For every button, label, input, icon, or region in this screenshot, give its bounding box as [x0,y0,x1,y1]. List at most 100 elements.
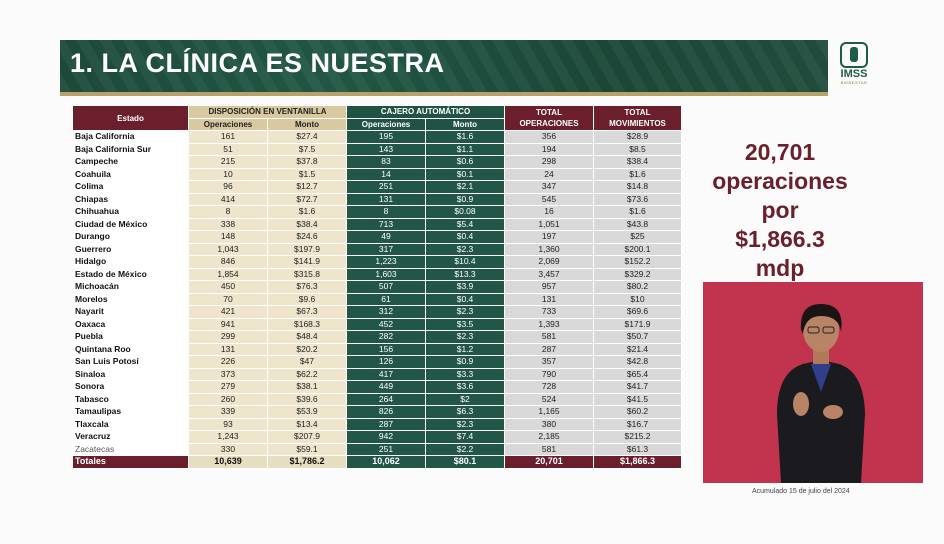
table-row: Estado de México 1,854 $315.8 1,603 $13.3 3,4… [72,267,682,281]
cell-ventanilla-operaciones: 70 [188,292,268,306]
cell-ventanilla-monto: $7.5 [267,142,347,156]
cell-ventanilla-monto: $13.4 [267,417,347,431]
cell-total-operaciones: 24 [504,167,594,181]
cell-ventanilla-monto: $1.6 [267,205,347,219]
cell-estado: Zacatecas [72,442,189,456]
cell-estado: San Luis Potosí [72,355,189,369]
cell-cajero-monto: $5.4 [425,217,505,231]
cell-ventanilla-operaciones: 941 [188,317,268,331]
totals-cajero-operaciones: 10,062 [346,455,426,469]
totals-ventanilla-operaciones: 10,639 [188,455,268,469]
header-total-movimientos: TOTAL MOVIMIENTOS [593,105,682,131]
cell-ventanilla-operaciones: 96 [188,180,268,194]
cell-ventanilla-operaciones: 260 [188,392,268,406]
summary-line-3: por [761,197,799,223]
cell-total-movimientos: $215.2 [593,430,682,444]
interpreter-figure [777,304,865,483]
cell-total-operaciones: 2,185 [504,430,594,444]
cell-estado: Puebla [72,330,189,344]
cell-ventanilla-monto: $315.8 [267,267,347,281]
cell-cajero-operaciones: 126 [346,355,426,369]
cell-cajero-operaciones: 287 [346,417,426,431]
table-row: Ciudad de México 338 $38.4 713 $5.4 1,051 $43.… [72,217,682,231]
cell-ventanilla-operaciones: 338 [188,217,268,231]
header-total-operaciones: TOTAL OPERACIONES [504,105,594,131]
sign-language-interpreter-video [703,282,923,483]
cell-ventanilla-operaciones: 373 [188,367,268,381]
table-row: Michoacán 450 $76.3 507 $3.9 957 $80.2 [72,280,682,294]
cell-ventanilla-monto: $53.9 [267,405,347,419]
imss-emblem-icon [840,42,868,68]
cell-total-operaciones: 3,457 [504,267,594,281]
header-total-operaciones-line1: TOTAL [536,108,562,117]
cell-estado: Ciudad de México [72,217,189,231]
cell-ventanilla-monto: $67.3 [267,305,347,319]
cell-estado: Guerrero [72,242,189,256]
cell-ventanilla-monto: $76.3 [267,280,347,294]
totals-total-operaciones: 20,701 [504,455,594,469]
cell-cajero-monto: $2.2 [425,442,505,456]
cell-ventanilla-operaciones: 131 [188,342,268,356]
cell-estado: Quintana Roo [72,342,189,356]
cell-total-operaciones: 347 [504,180,594,194]
cell-cajero-operaciones: 8 [346,205,426,219]
subheader-ventanilla-monto: Monto [267,117,347,131]
cell-cajero-monto: $0.6 [425,155,505,169]
cell-ventanilla-monto: $1.5 [267,167,347,181]
cell-cajero-monto: $10.4 [425,255,505,269]
cell-ventanilla-operaciones: 215 [188,155,268,169]
table-row: Zacatecas 330 $59.1 251 $2.2 581 $61.3 [72,442,682,456]
cell-estado: Chihuahua [72,205,189,219]
cell-cajero-operaciones: 507 [346,280,426,294]
cell-total-movimientos: $25 [593,230,682,244]
header-cajero: CAJERO AUTOMÁTICO [346,105,505,119]
cell-cajero-operaciones: 713 [346,217,426,231]
cell-total-movimientos: $21.4 [593,342,682,356]
cell-ventanilla-operaciones: 10 [188,167,268,181]
page-title: 1. LA CLÍNICA ES NUESTRA [70,48,445,78]
cell-estado: Michoacán [72,280,189,294]
cell-total-operaciones: 957 [504,280,594,294]
cell-total-movimientos: $43.8 [593,217,682,231]
cell-total-movimientos: $14.8 [593,180,682,194]
cell-cajero-operaciones: 251 [346,442,426,456]
cell-estado: Oaxaca [72,317,189,331]
table-body: Baja California 161 $27.4 195 $1.6 356 $28.9 Ba… [72,130,682,469]
cell-cajero-monto: $13.3 [425,267,505,281]
cell-total-movimientos: $16.7 [593,417,682,431]
cell-cajero-operaciones: 826 [346,405,426,419]
cell-cajero-operaciones: 452 [346,317,426,331]
cell-ventanilla-monto: $197.9 [267,242,347,256]
summary-line-5: mdp [755,255,805,281]
cell-estado: Sinaloa [72,367,189,381]
cell-estado: Morelos [72,292,189,306]
cell-cajero-operaciones: 1,223 [346,255,426,269]
cell-total-operaciones: 298 [504,155,594,169]
cell-cajero-monto: $2.3 [425,305,505,319]
table-row: Veracruz 1,243 $207.9 942 $7.4 2,185 $215.2 [72,430,682,444]
cell-ventanilla-monto: $12.7 [267,180,347,194]
cell-total-operaciones: 790 [504,367,594,381]
title-banner: 1. LA CLÍNICA ES NUESTRA [60,40,828,92]
cell-total-operaciones: 287 [504,342,594,356]
cell-cajero-monto: $3.5 [425,317,505,331]
cell-cajero-monto: $2.3 [425,330,505,344]
header-total-operaciones-line2: OPERACIONES [519,119,579,128]
cell-estado: Tamaulipas [72,405,189,419]
cell-ventanilla-operaciones: 279 [188,380,268,394]
cell-ventanilla-operaciones: 1,043 [188,242,268,256]
cell-cajero-monto: $0.9 [425,192,505,206]
cell-ventanilla-monto: $27.4 [267,130,347,144]
subheader-cajero-monto: Monto [425,117,505,131]
cell-cajero-monto: $2 [425,392,505,406]
cell-total-movimientos: $73.6 [593,192,682,206]
table-row: Puebla 299 $48.4 282 $2.3 581 $50.7 [72,330,682,344]
cell-total-movimientos: $80.2 [593,280,682,294]
cell-cajero-monto: $0.08 [425,205,505,219]
cell-estado: Chiapas [72,192,189,206]
subheader-cajero-operaciones: Operaciones [346,117,426,131]
cell-ventanilla-monto: $48.4 [267,330,347,344]
cell-ventanilla-monto: $168.3 [267,317,347,331]
cell-ventanilla-operaciones: 1,854 [188,267,268,281]
cell-estado: Tlaxcala [72,417,189,431]
